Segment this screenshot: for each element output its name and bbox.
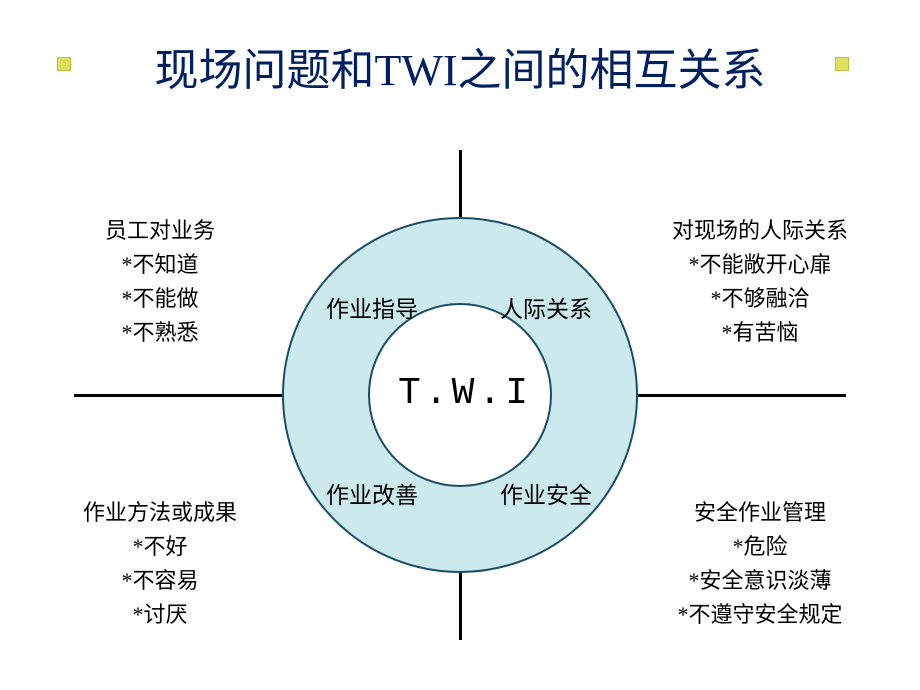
corner-line: 员工对业务 <box>105 214 215 248</box>
corner-line: *不能做 <box>105 282 215 316</box>
title-bullet-right <box>835 57 849 71</box>
corner-line: *不能敞开心扉 <box>672 248 848 282</box>
quad-label-bottom-left: 作业改善 <box>326 476 418 510</box>
corner-bottom-left: 作业方法或成果 *不好 *不容易 *讨厌 <box>83 496 237 632</box>
corner-line: *不知道 <box>105 248 215 282</box>
center-label: T.W.I <box>398 372 532 415</box>
corner-line: *安全意识淡薄 <box>677 564 842 598</box>
quad-label-top-left: 作业指导 <box>326 290 418 324</box>
title-bullet-left <box>57 57 71 71</box>
corner-line: 作业方法或成果 <box>83 496 237 530</box>
corner-line: *不遵守安全规定 <box>677 598 842 632</box>
corner-line: *有苦恼 <box>672 316 848 350</box>
corner-line: *不熟悉 <box>105 316 215 350</box>
quad-label-top-right: 人际关系 <box>500 290 592 324</box>
corner-line: *不够融洽 <box>672 282 848 316</box>
corner-line: *危险 <box>677 530 842 564</box>
slide: 现场问题和TWI之间的相互关系 作业指导 人际关系 作业改善 作业安全 T.W.… <box>0 0 920 690</box>
corner-top-right: 对现场的人际关系 *不能敞开心扉 *不够融洽 *有苦恼 <box>672 214 848 350</box>
quad-label-bottom-right: 作业安全 <box>500 476 592 510</box>
slide-title: 现场问题和TWI之间的相互关系 <box>154 34 765 98</box>
corner-top-left: 员工对业务 *不知道 *不能做 *不熟悉 <box>105 214 215 350</box>
corner-line: 安全作业管理 <box>677 496 842 530</box>
corner-line: *讨厌 <box>83 598 237 632</box>
corner-line: *不容易 <box>83 564 237 598</box>
corner-bottom-right: 安全作业管理 *危险 *安全意识淡薄 *不遵守安全规定 <box>677 496 842 632</box>
corner-line: *不好 <box>83 530 237 564</box>
corner-line: 对现场的人际关系 <box>672 214 848 248</box>
